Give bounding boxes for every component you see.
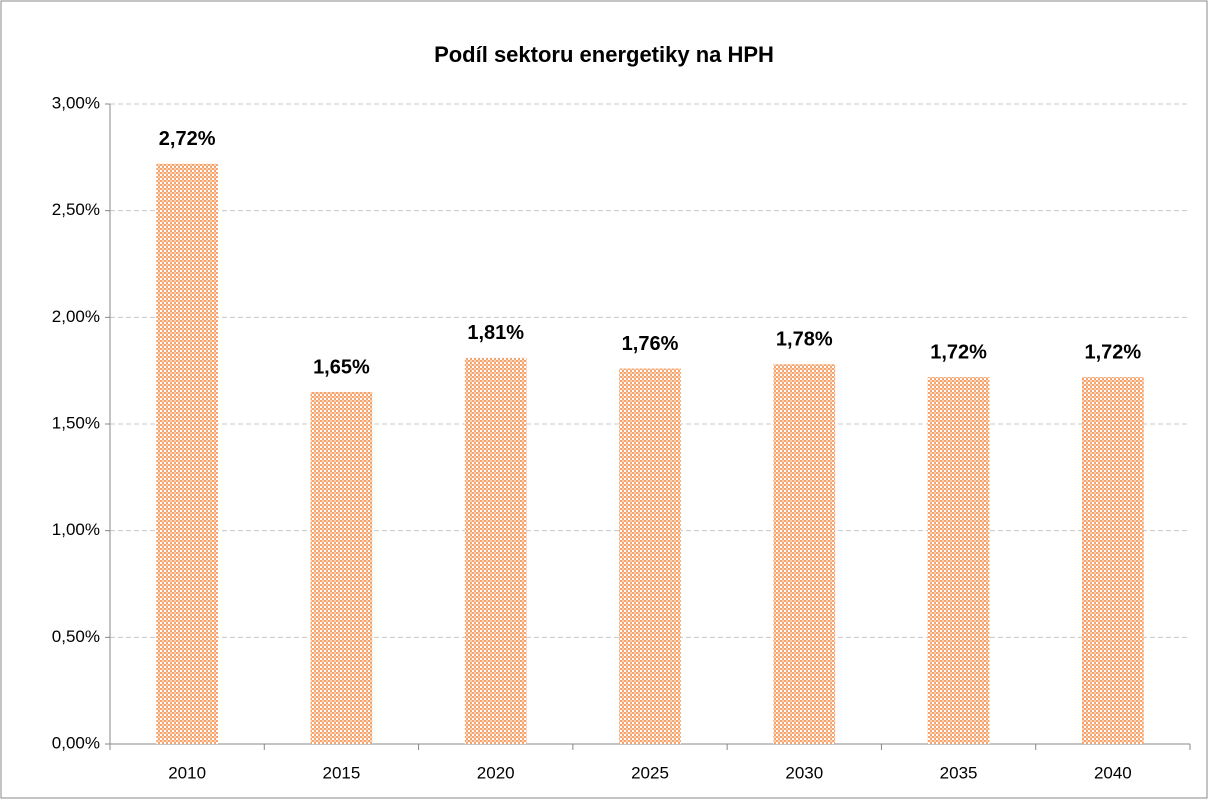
y-tick-label: 1,00% (52, 520, 100, 539)
y-tick-label: 3,00% (52, 93, 100, 112)
x-tick-label: 2040 (1094, 763, 1132, 782)
bar (773, 364, 836, 744)
x-tick-label: 2035 (940, 763, 978, 782)
y-tick-label: 2,00% (52, 307, 100, 326)
value-label: 1,72% (930, 341, 987, 363)
x-tick-label: 2025 (631, 763, 669, 782)
chart-title: Podíl sektoru energetiky na HPH (434, 42, 774, 67)
bar (464, 357, 527, 744)
value-label: 1,72% (1084, 341, 1141, 363)
value-label: 2,72% (159, 128, 216, 150)
y-tick-label: 2,50% (52, 200, 100, 219)
y-tick-label: 1,50% (52, 413, 100, 432)
bar (156, 163, 218, 744)
bar (927, 377, 990, 744)
bar (619, 368, 681, 744)
value-label: 1,81% (467, 322, 524, 344)
y-tick-label: 0,50% (52, 627, 100, 646)
value-label: 1,65% (313, 356, 370, 378)
x-tick-label: 2015 (323, 763, 361, 782)
y-tick-label: 0,00% (52, 733, 100, 752)
value-label: 1,78% (776, 329, 833, 351)
x-tick-label: 2010 (168, 763, 206, 782)
value-label: 1,76% (622, 333, 679, 355)
x-tick-label: 2020 (477, 763, 515, 782)
x-tick-label: 2030 (785, 763, 823, 782)
bar (310, 392, 373, 744)
bar (1082, 377, 1144, 744)
